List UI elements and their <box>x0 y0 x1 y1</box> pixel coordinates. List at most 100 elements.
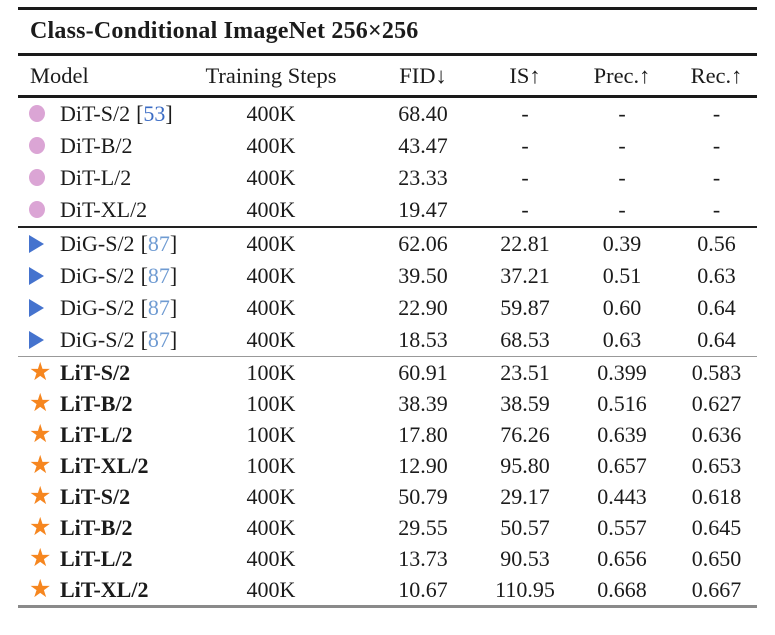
rec-cell: - <box>712 196 721 222</box>
fid-cell: 62.06 <box>398 230 448 256</box>
citation-link[interactable]: [87] <box>141 231 178 257</box>
table-row: DiG-S/2 [87] 400K 39.50 37.21 0.51 0.63 <box>18 260 757 292</box>
steps-cell: 400K <box>246 100 296 126</box>
cite-number[interactable]: 87 <box>147 262 170 288</box>
cite-number[interactable]: 87 <box>147 294 170 320</box>
header-separator-rule <box>18 95 757 98</box>
group-separator-rule <box>18 225 757 228</box>
table-title-row: Class-Conditional ImageNet 256×256 <box>18 10 757 53</box>
model-name: LiT-S/2 <box>60 359 131 385</box>
rec-cell: 0.64 <box>697 294 736 320</box>
rec-cell: 0.667 <box>691 576 742 602</box>
fid-cell: 60.91 <box>398 359 448 385</box>
rec-cell: - <box>712 100 721 126</box>
col-header-training-steps: Training Steps <box>205 62 337 88</box>
model-name: LiT-B/2 <box>60 390 133 416</box>
table-row: ★ LiT-S/2 100K 60.91 23.51 0.399 0.583 <box>18 357 757 388</box>
fid-cell: 50.79 <box>398 483 448 509</box>
steps-cell: 400K <box>246 196 296 222</box>
citation-link[interactable]: [53] <box>136 101 173 127</box>
group-dig: DiG-S/2 [87] 400K 62.06 22.81 0.39 0.56 … <box>18 228 757 356</box>
steps-cell: 100K <box>246 359 296 385</box>
bottom-rule <box>18 605 757 608</box>
table-row: ★ LiT-B/2 100K 38.39 38.59 0.516 0.627 <box>18 388 757 419</box>
circle-icon <box>29 137 53 154</box>
steps-cell: 400K <box>246 164 296 190</box>
steps-cell: 100K <box>246 452 296 478</box>
circle-icon <box>29 105 53 122</box>
rec-cell: 0.618 <box>691 483 742 509</box>
is-cell: 90.53 <box>500 545 550 571</box>
group-lit: ★ LiT-S/2 100K 60.91 23.51 0.399 0.583 ★… <box>18 357 757 605</box>
prec-cell: 0.516 <box>597 390 647 416</box>
fid-cell: 13.73 <box>398 545 448 571</box>
rec-cell: 0.653 <box>691 452 742 478</box>
table-row: ★ LiT-XL/2 100K 12.90 95.80 0.657 0.653 <box>18 450 757 481</box>
table-row: DiG-S/2 [87] 400K 22.90 59.87 0.60 0.64 <box>18 292 757 324</box>
model-cell: ★ LiT-B/2 <box>18 391 178 417</box>
rec-cell: 0.56 <box>697 230 736 256</box>
model-cell: ★ LiT-L/2 <box>18 546 178 572</box>
is-cell: 110.95 <box>495 576 555 602</box>
prec-cell: 0.639 <box>597 421 647 447</box>
star-icon: ★ <box>29 575 52 603</box>
steps-cell: 100K <box>246 390 296 416</box>
citation-link[interactable]: [87] <box>141 263 178 289</box>
model-cell: DiT-XL/2 <box>18 197 178 223</box>
is-cell: 29.17 <box>500 483 550 509</box>
cite-number[interactable]: 87 <box>147 326 170 352</box>
model-cell: DiG-S/2 [87] <box>18 231 178 257</box>
rec-cell: 0.583 <box>691 359 742 385</box>
steps-cell: 400K <box>246 262 296 288</box>
group-dit: DiT-S/2 [53] 400K 68.40 - - - DiT-B/2 40… <box>18 98 757 226</box>
prec-cell: 0.443 <box>597 483 647 509</box>
prec-cell: - <box>618 196 626 222</box>
cite-number[interactable]: 53 <box>143 100 166 126</box>
is-cell: 59.87 <box>500 294 550 320</box>
triangle-icon <box>29 298 53 317</box>
prec-cell: 0.63 <box>602 326 642 352</box>
circle-icon <box>29 201 53 218</box>
triangle-icon <box>29 330 53 349</box>
col-header-is: IS↑ <box>509 62 541 88</box>
prec-cell: 0.39 <box>602 230 642 256</box>
col-header-rec: Rec.↑ <box>690 62 743 88</box>
results-table: Class-Conditional ImageNet 256×256 Model… <box>18 7 757 608</box>
citation-link[interactable]: [87] <box>141 327 178 353</box>
star-icon: ★ <box>29 544 52 572</box>
is-cell: 50.57 <box>500 514 550 540</box>
prec-cell: - <box>618 132 626 158</box>
model-cell: DiG-S/2 [87] <box>18 295 178 321</box>
star-icon: ★ <box>29 513 52 541</box>
cite-bracket: [ <box>140 294 148 320</box>
fid-cell: 10.67 <box>398 576 448 602</box>
citation-link[interactable]: [87] <box>141 295 178 321</box>
top-rule <box>18 7 757 10</box>
steps-cell: 400K <box>246 326 296 352</box>
is-cell: 38.59 <box>500 390 550 416</box>
fid-cell: 23.33 <box>398 164 448 190</box>
cite-number[interactable]: 87 <box>147 230 170 256</box>
col-header-prec: Prec.↑ <box>593 62 651 88</box>
model-name: DiT-XL/2 <box>60 196 148 222</box>
model-cell: ★ LiT-S/2 <box>18 360 178 386</box>
model-name: DiT-B/2 <box>60 132 133 158</box>
table-row: DiT-B/2 400K 43.47 - - - <box>18 130 757 162</box>
model-name: DiG-S/2 <box>60 262 135 288</box>
triangle-icon <box>29 234 53 253</box>
is-cell: 22.81 <box>500 230 550 256</box>
model-cell: DiT-S/2 [53] <box>18 101 178 127</box>
model-name: DiG-S/2 <box>60 230 135 256</box>
cite-bracket: ] <box>169 230 178 256</box>
cite-bracket: ] <box>169 326 178 352</box>
is-cell: - <box>521 132 529 158</box>
steps-cell: 400K <box>246 514 296 540</box>
cite-bracket: ] <box>165 100 173 126</box>
table-row: DiT-L/2 400K 23.33 - - - <box>18 162 757 194</box>
table-row: ★ LiT-L/2 100K 17.80 76.26 0.639 0.636 <box>18 419 757 450</box>
rec-cell: 0.645 <box>691 514 742 540</box>
table-row: ★ LiT-S/2 400K 50.79 29.17 0.443 0.618 <box>18 481 757 512</box>
col-header-fid: FID↓ <box>399 62 447 88</box>
fid-cell: 39.50 <box>398 262 448 288</box>
model-cell: DiG-S/2 [87] <box>18 263 178 289</box>
